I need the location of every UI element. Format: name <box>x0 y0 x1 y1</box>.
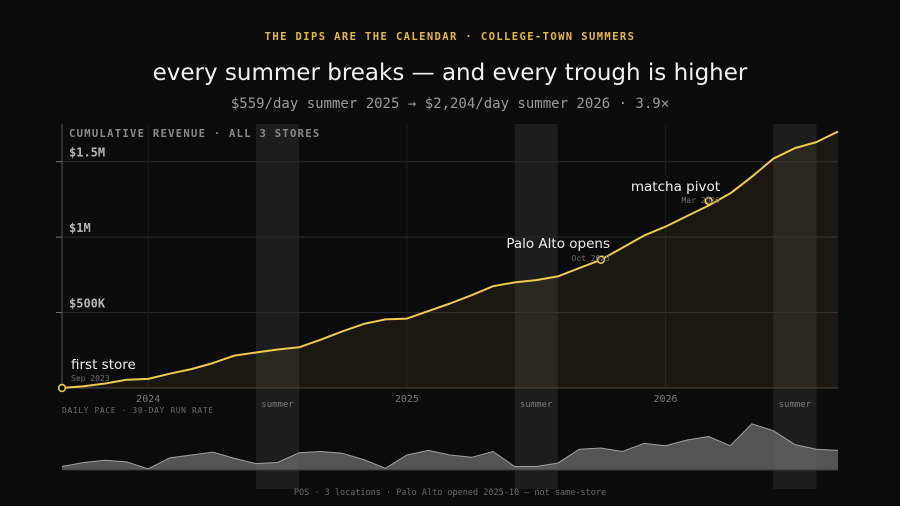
chart-title: every summer breaks — and every trough i… <box>152 60 748 86</box>
y-tick-label: $500K <box>69 297 106 311</box>
summer-band <box>773 124 817 489</box>
pace-panel-title: DAILY PACE · 30-DAY RUN RATE <box>62 406 214 415</box>
x-tick-label: 2024 <box>136 394 160 405</box>
annotation-marker <box>57 383 67 393</box>
chart-kicker: THE DIPS ARE THE CALENDAR · COLLEGE-TOWN… <box>264 31 636 43</box>
annotation-marker <box>596 255 606 264</box>
annotation-label: first store <box>71 357 136 373</box>
x-tick-label: 2026 <box>654 394 678 405</box>
chart-footer: POS · 3 locations · Palo Alto opened 202… <box>293 488 607 498</box>
summer-band <box>514 124 558 489</box>
summer-band-label: summer <box>779 400 812 410</box>
main-panel-title: CUMULATIVE REVENUE · ALL 3 STORES <box>69 128 321 140</box>
chart-subtitle: $559/day summer 2025 → $2,204/day summer… <box>230 96 670 112</box>
y-tick-label: $1M <box>69 221 91 235</box>
cumulative-area <box>62 131 838 388</box>
annotation-label: matcha pivot <box>631 179 720 195</box>
summer-band <box>256 124 300 489</box>
annotation-marker <box>704 196 713 206</box>
x-tick-label: 2025 <box>395 394 419 405</box>
y-tick-label: $1.5M <box>69 146 105 160</box>
annotation-date: Oct 2025 <box>571 254 610 263</box>
daily-pace-line <box>61 423 839 470</box>
summer-band-label: summer <box>261 400 294 410</box>
cumulative-revenue-line <box>61 130 839 389</box>
summer-band-label: summer <box>520 400 553 410</box>
annotation-label: Palo Alto opens <box>506 236 610 252</box>
annotation-date: Mar 2026 <box>681 196 720 205</box>
daily-pace-area <box>62 423 838 470</box>
annotation-date: Sep 2023 <box>71 374 110 383</box>
